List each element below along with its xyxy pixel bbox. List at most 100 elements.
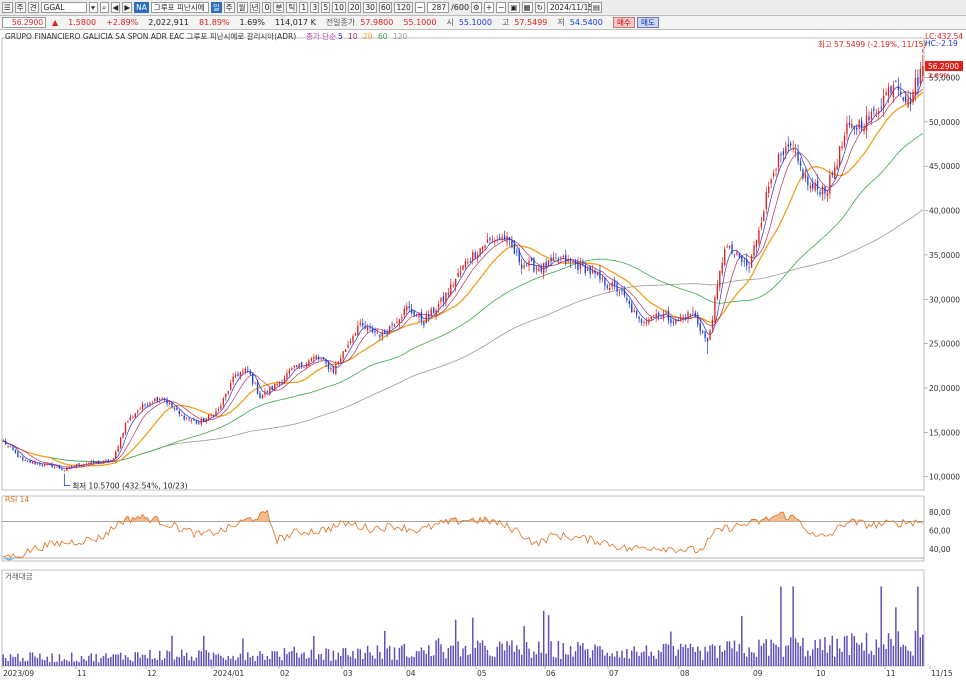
candle-body	[628, 301, 630, 305]
volume-bar	[616, 650, 618, 666]
period-button-view[interactable]: 견	[27, 2, 39, 13]
minute-3-button[interactable]: 3	[310, 2, 320, 13]
candle-body	[503, 235, 506, 240]
refresh-icon[interactable]: ↻	[534, 2, 545, 13]
minute-1-button[interactable]: 1	[299, 2, 309, 13]
volume-bar	[657, 650, 660, 666]
volume-bar	[105, 653, 107, 666]
candle-body	[340, 358, 342, 362]
volume-bar	[357, 648, 359, 666]
prev-icon[interactable]: ◀	[110, 2, 121, 13]
minute-10-button[interactable]: 10	[332, 2, 346, 13]
candle-body	[631, 303, 633, 313]
candle-body	[454, 279, 457, 287]
stock-chart[interactable]: 55,0000 50,0000 45,0000 40,0000 35,0000 30,00…	[0, 30, 966, 684]
calendar-icon[interactable]: ▤	[590, 2, 602, 13]
sell-button[interactable]: 매도	[636, 17, 659, 28]
candle-body	[699, 323, 701, 332]
candle-body	[288, 370, 291, 374]
minus-icon[interactable]: −	[414, 2, 426, 13]
volume-bar	[648, 656, 650, 666]
volume-bar	[95, 653, 97, 666]
volume-bar	[819, 639, 821, 666]
volume-bar	[733, 640, 736, 666]
count-input[interactable]: 287	[427, 2, 450, 13]
volume-bar	[638, 655, 640, 666]
candle-body	[83, 463, 85, 466]
zoom-out-icon[interactable]: −	[496, 2, 507, 13]
volume-bar	[719, 645, 721, 666]
volume-bar	[26, 660, 29, 666]
minute-60-button[interactable]: 60	[378, 2, 393, 13]
cycle-tick-button[interactable]: 틱	[286, 2, 298, 13]
candle-body	[391, 324, 393, 326]
volume-bar	[863, 650, 865, 666]
candle-body	[347, 344, 349, 348]
candle-body	[105, 460, 107, 462]
buy-button[interactable]: 매수	[612, 17, 635, 28]
cycle-week-button[interactable]: 주	[223, 2, 235, 13]
period-button-week[interactable]: 주	[14, 2, 26, 13]
candle-body	[46, 463, 48, 465]
search-icon[interactable]: ⌕	[99, 2, 109, 13]
candle-body	[650, 317, 652, 320]
candle-body	[770, 178, 772, 184]
candle-body	[812, 183, 814, 189]
dropdown-icon[interactable]: ▾	[88, 2, 98, 13]
cycle-year-button[interactable]: 년	[249, 2, 261, 13]
candle-body	[359, 322, 361, 325]
minute-30-button[interactable]: 30	[363, 2, 377, 13]
candle-body	[403, 308, 405, 316]
candle-body	[14, 449, 17, 453]
volume-bar	[716, 657, 719, 666]
volume-bar	[738, 644, 741, 666]
volume-bar	[271, 651, 273, 666]
candle-body	[909, 100, 912, 105]
candle-body	[320, 359, 322, 361]
candle-body	[675, 319, 677, 324]
candle-body	[362, 322, 364, 326]
minute-20-button[interactable]: 20	[347, 2, 362, 13]
date-input[interactable]: 2024/11/15	[546, 2, 593, 13]
volume-bar	[494, 657, 496, 666]
volume-bar	[753, 652, 755, 666]
grid-icon[interactable]: ▦	[521, 2, 533, 13]
ma-legend-20: 20	[363, 32, 373, 41]
x-tick-label: 2024/01	[213, 669, 244, 678]
cycle-minute-button[interactable]: 분	[273, 2, 285, 13]
price-tick-label: 30,0000	[929, 295, 960, 304]
volume-bar	[591, 650, 594, 666]
candle-body	[491, 239, 494, 241]
candle-body	[437, 304, 440, 308]
zoom-in-icon[interactable]: +	[483, 2, 495, 13]
volume-bar	[459, 656, 462, 666]
volume-bar	[4, 657, 7, 666]
settings-icon[interactable]: ⚙	[471, 2, 482, 13]
candle-body	[124, 422, 127, 434]
prev-close-label: 전일종가	[325, 18, 356, 27]
volume-bar	[878, 647, 880, 666]
candle-body	[229, 382, 232, 390]
cycle-day-button[interactable]: 일	[210, 2, 222, 13]
volume-bar	[467, 654, 469, 666]
minute-120-button[interactable]: 120	[394, 2, 413, 13]
candle-body	[31, 461, 34, 464]
volume-bar	[124, 655, 127, 666]
cycle-zero-button[interactable]: 0	[262, 2, 272, 13]
candle-body	[207, 414, 210, 420]
minute-5-button[interactable]: 5	[321, 2, 331, 13]
volume-bar	[136, 652, 139, 666]
menu-icon[interactable]: ☰	[2, 2, 13, 13]
next-icon[interactable]: ▶	[122, 2, 133, 13]
volume-bar	[672, 645, 675, 666]
lock-icon[interactable]: ▣	[508, 2, 520, 13]
cycle-month-button[interactable]: 월	[236, 2, 248, 13]
symbol-input[interactable]: GGAL	[40, 2, 87, 13]
volume-bar	[293, 646, 295, 666]
volume-bar	[401, 645, 403, 666]
candle-body	[816, 180, 819, 189]
volume-bar	[34, 656, 36, 666]
volume-bar	[261, 653, 264, 666]
volume-bar	[726, 641, 728, 666]
volume-bar	[188, 660, 190, 666]
